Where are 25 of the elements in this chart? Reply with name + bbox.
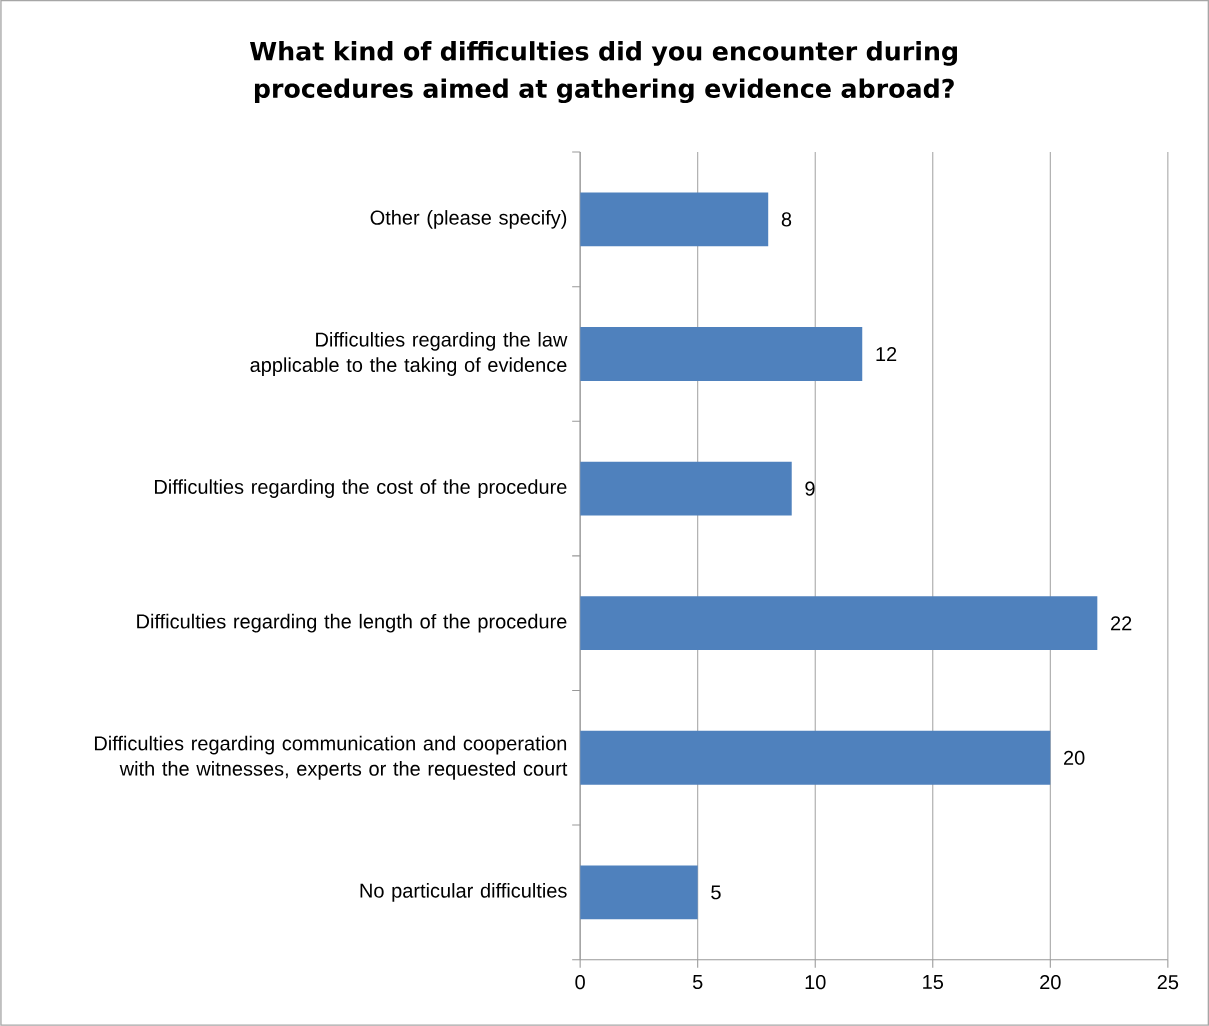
x-tick-label: 10 (805, 975, 826, 990)
data-label: 22 (1111, 616, 1132, 631)
y-tick-label: Difficulties regarding communication and cooperation with the witnesses, experts or the requested court (94, 735, 568, 780)
data-label: 9 (805, 481, 815, 496)
bar (580, 327, 863, 381)
bar (580, 730, 1051, 785)
y-tick-label: Difficulties regarding the law applicable to the taking of evidence (250, 332, 568, 377)
data-label: 8 (781, 212, 792, 227)
data-label: 12 (876, 347, 897, 362)
bar (580, 461, 792, 516)
bar (580, 596, 1098, 651)
data-label: 20 (1064, 750, 1085, 765)
bar (580, 192, 769, 247)
x-tick-label: 5 (692, 975, 703, 990)
y-tick-label: Difficulties regarding the length of the procedure (137, 613, 567, 633)
x-tick-label: 0 (575, 975, 585, 990)
bar (580, 865, 698, 920)
x-tick-label: 20 (1040, 975, 1061, 990)
y-tick-label: No particular difficulties (360, 883, 567, 902)
x-tick-label: 15 (923, 975, 944, 990)
y-tick-label: Other (please specify) (370, 210, 567, 229)
x-tick-label: 25 (1157, 975, 1179, 990)
data-label: 5 (711, 885, 721, 900)
y-tick-label: Difficulties regarding the cost of the procedure (154, 479, 567, 498)
chart-title: What kind of difficulties did you encounter during procedures aimed at gathering evidence abroad? (249, 41, 957, 104)
